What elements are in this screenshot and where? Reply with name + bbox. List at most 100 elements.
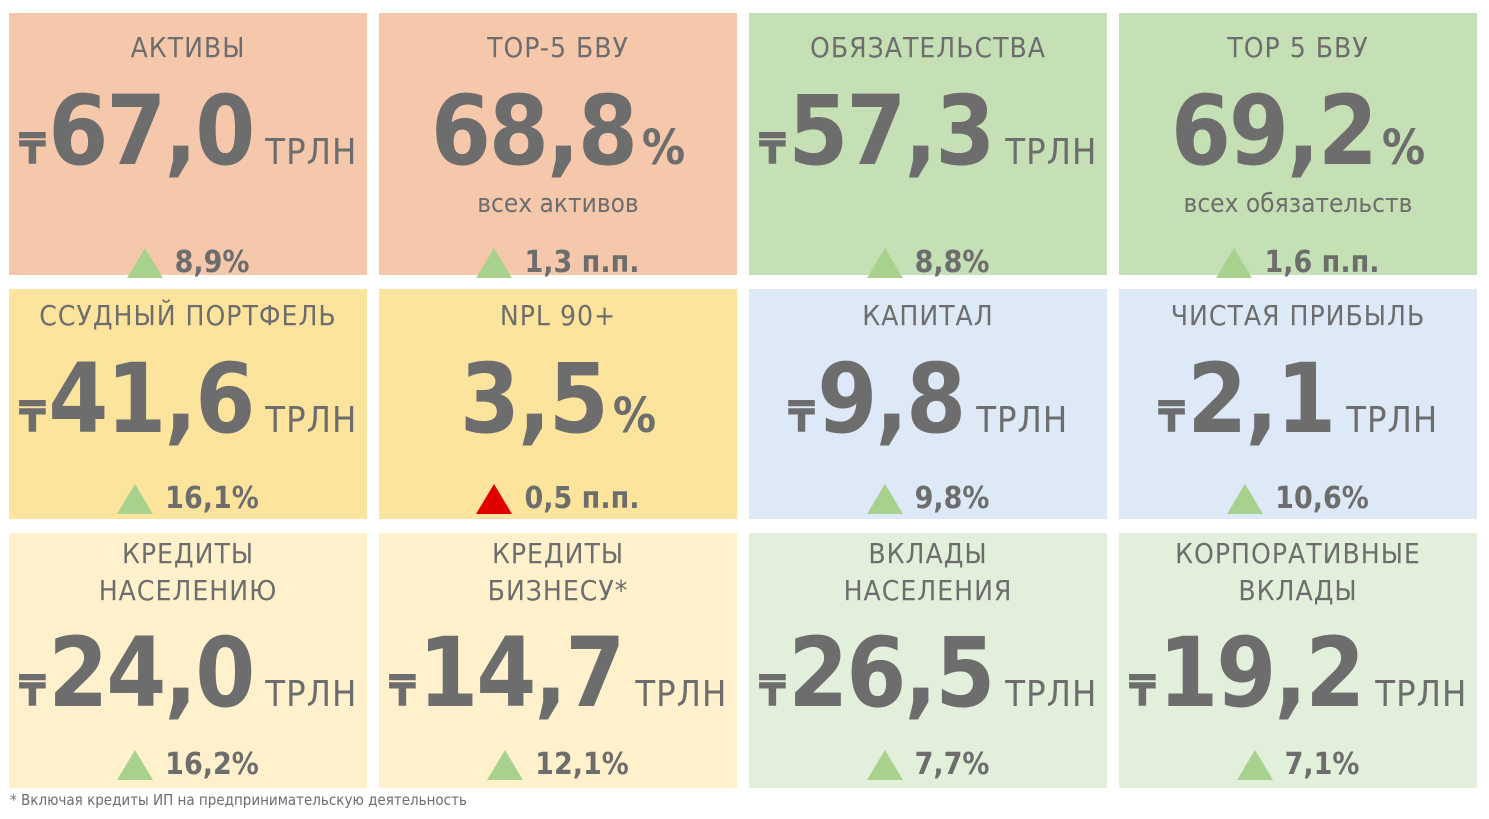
footnote: * Включая кредиты ИП на предпринимательс… [10, 791, 467, 809]
tile-value-row: ₸ 67,0 ТРЛН [9, 75, 367, 187]
tile-change: 1,3 п.п. [379, 245, 737, 280]
tile-change: 1,6 п.п. [1119, 245, 1477, 280]
triangle-up-green-icon [126, 247, 163, 278]
tile-value: 57,3 [788, 75, 995, 187]
triangle-up-green-icon [866, 247, 903, 278]
tile-title: ОБЯЗАТЕЛЬСТВА [810, 31, 1046, 64]
tenge-icon: ₸ [758, 124, 787, 175]
tile-change-value: 8,8% [914, 245, 990, 280]
tile-value-row: ₸ 9,8 ТРЛН [749, 343, 1107, 455]
tile-unit: ТРЛН [1005, 132, 1098, 173]
tile-title: КРЕДИТЫ [121, 537, 255, 570]
tenge-icon: ₸ [1157, 392, 1186, 443]
triangle-up-green-icon [1236, 749, 1273, 780]
tile-title-line2: БИЗНЕСУ* [487, 574, 629, 607]
tile-unit: ТРЛН [265, 400, 358, 441]
tile-title: КАПИТАЛ [862, 299, 994, 332]
tile-unit: ТРЛН [635, 674, 728, 715]
tile-change-value: 16,1% [165, 481, 259, 516]
triangle-up-green-icon [866, 483, 903, 514]
tile-value-row: ₸ 14,7 ТРЛН [379, 617, 737, 729]
tile-value-row: 69,2 % [1119, 75, 1477, 187]
tile-business-loans: КРЕДИТЫ БИЗНЕСУ* ₸ 14,7 ТРЛН 12,1% [379, 533, 737, 788]
tile-change-value: 7,1% [1284, 747, 1360, 782]
tile-subtitle: всех обязательств [1183, 189, 1413, 219]
tile-title: ВКЛАДЫ [868, 537, 988, 570]
tile-title: TOP 5 БВУ [1227, 31, 1369, 64]
tile-title: КРЕДИТЫ [491, 537, 625, 570]
tile-value: 3,5 [459, 343, 609, 455]
tile-value-row: ₸ 41,6 ТРЛН [9, 343, 367, 455]
tile-change: 8,8% [749, 245, 1107, 280]
tile-change: 0,5 п.п. [379, 481, 737, 516]
tenge-icon: ₸ [18, 392, 47, 443]
triangle-up-green-icon [117, 749, 154, 780]
triangle-up-green-icon [117, 483, 154, 514]
tile-value: 9,8 [817, 343, 966, 455]
tile-unit: % [1381, 120, 1426, 176]
tile-change: 8,9% [9, 245, 367, 280]
tile-unit: % [641, 120, 686, 176]
tile-title: ЧИСТАЯ ПРИБЫЛЬ [1170, 299, 1426, 332]
tile-value-row: ₸ 26,5 ТРЛН [749, 617, 1107, 729]
tile-title: TOP-5 БВУ [487, 31, 629, 64]
tile-value: 14,7 [418, 617, 625, 729]
tile-change-value: 0,5 п.п. [524, 481, 640, 516]
tile-value: 69,2 [1170, 75, 1378, 187]
tile-retail-deposits: ВКЛАДЫ НАСЕЛЕНИЯ ₸ 26,5 ТРЛН 7,7% [749, 533, 1107, 788]
tile-retail-loans: КРЕДИТЫ НАСЕЛЕНИЮ ₸ 24,0 ТРЛН 16,2% [9, 533, 367, 788]
tile-net-profit: ЧИСТАЯ ПРИБЫЛЬ ₸ 2,1 ТРЛН 10,6% [1119, 289, 1477, 519]
tile-unit: % [612, 388, 657, 444]
tile-title: КОРПОРАТИВНЫЕ [1175, 537, 1421, 570]
tile-title: ССУДНЫЙ ПОРТФЕЛЬ [39, 299, 337, 332]
tile-change: 16,2% [9, 747, 367, 782]
tile-value: 19,2 [1158, 617, 1365, 729]
tile-title-line2: ВКЛАДЫ [1238, 574, 1358, 607]
triangle-up-red-icon [476, 483, 513, 514]
triangle-up-green-icon [1216, 247, 1253, 278]
tile-change: 9,8% [749, 481, 1107, 516]
tile-value: 67,0 [48, 75, 255, 187]
tile-value-row: 3,5 % [379, 343, 737, 455]
tenge-icon: ₸ [18, 666, 47, 717]
tile-value: 26,5 [788, 617, 995, 729]
tile-change-value: 1,3 п.п. [524, 245, 640, 280]
tile-value-row: ₸ 2,1 ТРЛН [1119, 343, 1477, 455]
tile-value: 24,0 [48, 617, 255, 729]
tile-value-row: ₸ 19,2 ТРЛН [1119, 617, 1477, 729]
tile-change-value: 7,7% [914, 747, 990, 782]
tile-corporate-deposits: КОРПОРАТИВНЫЕ ВКЛАДЫ ₸ 19,2 ТРЛН 7,1% [1119, 533, 1477, 788]
tile-loan-portfolio: ССУДНЫЙ ПОРТФЕЛЬ ₸ 41,6 ТРЛН 16,1% [9, 289, 367, 519]
tile-unit: ТРЛН [265, 132, 358, 173]
tile-unit: ТРЛН [1346, 400, 1439, 441]
tile-value: 41,6 [48, 343, 255, 455]
tile-change: 12,1% [379, 747, 737, 782]
tile-unit: ТРЛН [1375, 674, 1468, 715]
tile-title-line2: НАСЕЛЕНИЮ [98, 574, 278, 607]
tile-top5-assets: TOP-5 БВУ 68,8 % всех активов 1,3 п.п. [379, 13, 737, 280]
tile-value-row: ₸ 57,3 ТРЛН [749, 75, 1107, 187]
tile-unit: ТРЛН [265, 674, 358, 715]
tenge-icon: ₸ [1128, 666, 1157, 717]
tile-title: NPL 90+ [499, 299, 617, 332]
triangle-up-green-icon [1227, 483, 1264, 514]
tile-value-row: 68,8 % [379, 75, 737, 187]
tile-change-value: 9,8% [914, 481, 990, 516]
triangle-up-green-icon [476, 247, 513, 278]
tile-change-value: 10,6% [1275, 481, 1369, 516]
tile-title: АКТИВЫ [130, 31, 246, 64]
tile-change-value: 16,2% [165, 747, 259, 782]
tile-value-row: ₸ 24,0 ТРЛН [9, 617, 367, 729]
tile-npl90: NPL 90+ 3,5 % 0,5 п.п. [379, 289, 737, 519]
tile-unit: ТРЛН [976, 400, 1069, 441]
tile-change-value: 12,1% [535, 747, 629, 782]
tile-assets: АКТИВЫ ₸ 67,0 ТРЛН 8,9% [9, 13, 367, 280]
tile-top5-liabilities: TOP 5 БВУ 69,2 % всех обязательств 1,6 п… [1119, 13, 1477, 280]
tile-liabilities: ОБЯЗАТЕЛЬСТВА ₸ 57,3 ТРЛН 8,8% [749, 13, 1107, 280]
tile-change: 10,6% [1119, 481, 1477, 516]
tile-change: 7,7% [749, 747, 1107, 782]
triangle-up-green-icon [487, 749, 524, 780]
tile-change: 7,1% [1119, 747, 1477, 782]
tenge-icon: ₸ [787, 392, 816, 443]
tile-change-value: 1,6 п.п. [1264, 245, 1380, 280]
